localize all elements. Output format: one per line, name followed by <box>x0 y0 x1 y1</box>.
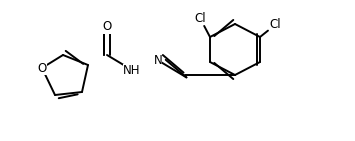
Text: O: O <box>102 20 111 34</box>
Text: Cl: Cl <box>194 12 206 25</box>
Text: N: N <box>154 53 162 67</box>
Text: O: O <box>37 61 47 74</box>
Text: NH: NH <box>123 63 141 77</box>
Text: Cl: Cl <box>269 18 281 31</box>
